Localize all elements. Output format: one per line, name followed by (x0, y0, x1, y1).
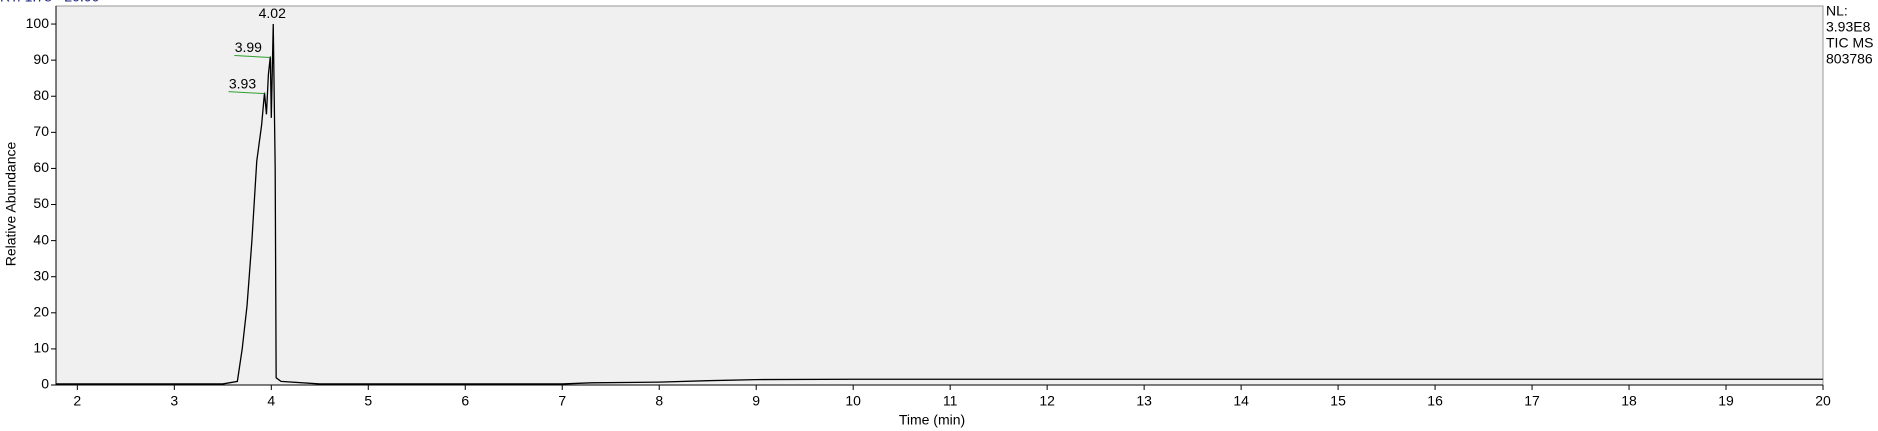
info-text: TIC MS (1826, 35, 1873, 51)
peak-label: 3.93 (229, 75, 256, 91)
x-tick-label: 15 (1330, 393, 1346, 409)
x-tick-label: 13 (1136, 393, 1152, 409)
peak-label: 4.02 (259, 5, 286, 21)
y-tick-label: 100 (26, 15, 50, 31)
y-tick-label: 40 (33, 231, 49, 247)
trace (56, 24, 1823, 385)
x-tick-label: 9 (752, 393, 760, 409)
info-text: 3.93E8 (1826, 19, 1871, 35)
x-tick-label: 8 (655, 393, 663, 409)
x-tick-label: 17 (1524, 393, 1540, 409)
peak-leader (228, 91, 265, 95)
x-tick-label: 20 (1815, 393, 1831, 409)
plot-area (55, 5, 1824, 386)
header: RT: 1.78 - 20.00 (0, 0, 100, 5)
x-tick-label: 14 (1233, 393, 1249, 409)
peak-label: 3.99 (235, 39, 262, 55)
peak-leader (234, 55, 271, 59)
x-tick-label: 6 (461, 393, 469, 409)
x-tick-label: 19 (1718, 393, 1734, 409)
y-tick-label: 20 (33, 304, 49, 320)
x-tick-label: 3 (170, 393, 178, 409)
x-tick-label: 2 (73, 393, 81, 409)
x-tick-label: 5 (364, 393, 372, 409)
y-tick-label: 10 (33, 340, 49, 356)
y-axis-label: Relative Abundance (3, 142, 19, 267)
x-tick-label: 7 (558, 393, 566, 409)
y-tick-label: 70 (33, 123, 49, 139)
y-tick-label: 0 (41, 376, 49, 392)
x-tick-label: 12 (1039, 393, 1055, 409)
y-tick-label: 90 (33, 51, 49, 67)
x-tick-label: 4 (267, 393, 275, 409)
y-tick-label: 30 (33, 267, 49, 283)
info-text: NL: (1826, 3, 1848, 19)
y-tick-label: 50 (33, 195, 49, 211)
y-tick-label: 80 (33, 87, 49, 103)
y-tick-label: 60 (33, 159, 49, 175)
x-axis-label: Time (min) (899, 412, 965, 428)
x-tick-label: 11 (943, 393, 958, 409)
x-tick-label: 18 (1621, 393, 1637, 409)
x-tick-label: 10 (845, 393, 861, 409)
x-tick-label: 16 (1427, 393, 1443, 409)
info-text: 803786 (1826, 51, 1873, 67)
